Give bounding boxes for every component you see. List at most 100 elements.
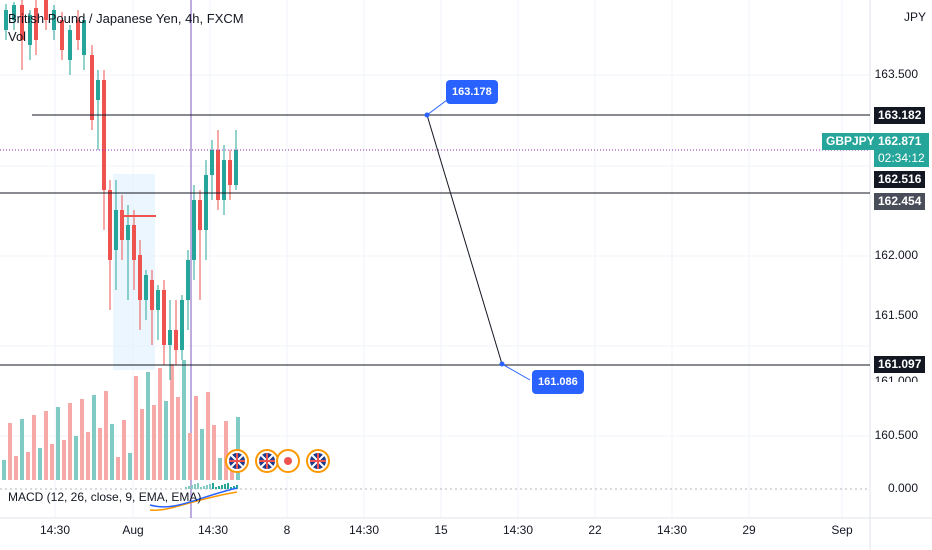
volume-bar [56,407,60,480]
candle-body [222,160,226,200]
candle-body [132,225,136,260]
volume-bar [2,460,6,480]
macd-histogram-bar [230,487,232,489]
candle-body [210,150,214,175]
candle-body [126,225,130,240]
projection-end-callout[interactable]: 161.086 [532,370,584,394]
volume-bar [38,448,42,480]
candle-body [216,150,220,200]
volume-bar [194,396,198,480]
macd-histogram-bar [206,485,208,489]
projection-line [426,114,503,365]
volume-bar [98,428,102,480]
macd-histogram-bar [233,486,235,489]
macd-histogram-bar [215,487,217,489]
price-axis-label: 160.500 [874,428,918,442]
volume-bar [188,433,192,480]
candle-body [156,290,160,310]
price-axis-label: 161.500 [874,308,918,322]
candle-body [90,55,94,120]
volume-bar [176,397,180,480]
candle-body [204,175,208,230]
volume-bar [212,425,216,480]
volume-bar [140,409,144,480]
chart-legend: British Pound / Japanese Yen, 4h, FXCM V… [8,10,244,46]
volume-bar [116,457,120,480]
candle-body [144,275,148,300]
macd-histogram [185,483,238,489]
symbol-tag: GBPJPY [822,133,879,150]
volume-bar [122,420,126,480]
volume-bar [26,452,30,480]
candle-body [4,10,8,30]
uk-flag-event-icon [306,449,330,473]
bar-countdown: 02:34:12 [878,151,925,165]
macd-legend[interactable]: MACD (12, 26, close, 9, EMA, EMA) [8,490,202,504]
price-axis-label: 163.500 [874,67,918,81]
candle-body [60,20,64,50]
volume-bar [80,399,84,480]
candle-body [150,280,154,310]
price-axis-label: 162.000 [874,248,918,262]
macd-histogram-bar [224,484,226,489]
candle-body [120,210,124,240]
candle-body [180,300,184,350]
volume-bar [218,458,222,480]
time-axis-label: 15 [434,523,448,537]
time-axis-label: 14:30 [348,523,380,537]
candle-body [28,15,32,45]
candle-body [68,30,72,60]
volume-bar [164,401,168,480]
economic-event-icons [225,449,330,473]
volume-bar [14,456,18,480]
time-axis-label: 14:30 [39,523,71,537]
volume-bar [158,368,162,480]
volume-bar [128,453,132,480]
uk-flag-event-icon [225,449,249,473]
volume-bar [44,411,48,480]
volume-bar [206,392,210,480]
candle-body [34,8,38,40]
projection-start-callout[interactable]: 163.178 [446,80,498,104]
candle-body [20,5,24,40]
time-axis-label: Aug [122,523,144,537]
volume-label[interactable]: Vol [8,29,27,44]
candle-body [234,150,238,185]
candle-body [108,190,112,260]
candle-body [52,10,56,30]
candle-body [12,5,16,20]
macd-histogram-bar [197,483,199,489]
volume-bar [134,376,138,480]
volume-bar [50,444,54,480]
candle-body [82,20,86,55]
candle-body [192,200,196,260]
level-price-tag-top[interactable]: 163.182 [874,107,926,124]
candle-body [198,200,202,230]
volume-bar [146,372,150,480]
macd-histogram-bar [188,486,190,489]
volume-bar [62,440,66,480]
candle-body [102,80,106,190]
level-price-tag-mid[interactable]: 162.516 [874,171,926,188]
macd-histogram-bar [203,486,205,489]
macd-signal-line [149,491,238,511]
currency-label: JPY [903,10,926,24]
volume-bar [68,403,72,480]
level-price-tag-bottom[interactable]: 161.097 [874,356,926,373]
volume-bar [92,395,96,480]
uk-flag-event-icon [255,449,279,473]
candle-body [228,160,232,185]
candle-body [114,210,118,250]
candle-body [162,290,166,345]
level-price-tag-mid2[interactable]: 162.454 [874,193,926,210]
candle-body [186,260,190,300]
volume-bar [200,429,204,480]
macd-histogram-bar [194,484,196,489]
time-axis-label: 22 [588,523,602,537]
macd-histogram-bar [185,487,187,489]
volume-bar [110,424,114,480]
macd-histogram-bar [227,483,229,489]
volume-bar [86,432,90,480]
symbol-title[interactable]: British Pound / Japanese Yen, 4h, FXCM [8,11,244,26]
